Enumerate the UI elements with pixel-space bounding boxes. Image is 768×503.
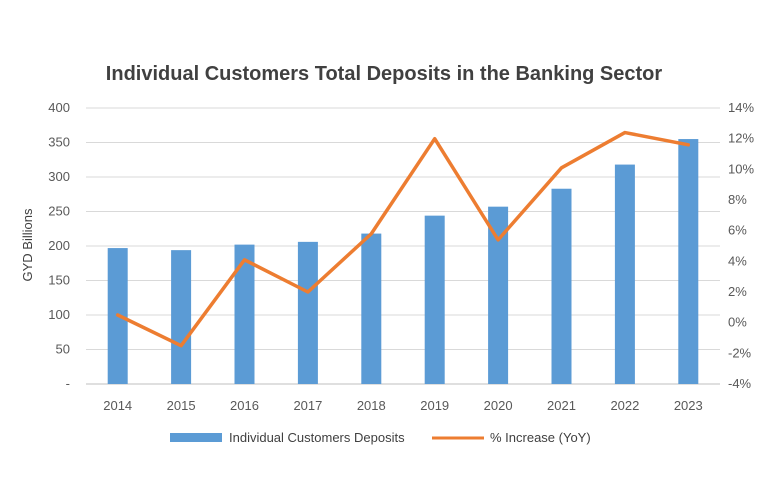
x-tick-label: 2022 (610, 398, 639, 413)
y-axis-title: GYD Billions (20, 208, 35, 281)
line-series (115, 130, 691, 348)
bar (297, 241, 318, 384)
y2-tick-label: 2% (728, 284, 747, 299)
y-tick-label: 100 (48, 307, 70, 322)
x-tick-label: 2014 (103, 398, 132, 413)
y2-axis-ticks: -4% -2% 0% 2% 4% 6% 8% 10% 12% 14% (728, 100, 754, 391)
x-tick-label: 2021 (547, 398, 576, 413)
bar (614, 164, 635, 384)
x-tick-label: 2018 (357, 398, 386, 413)
y2-tick-label: -2% (728, 345, 752, 360)
x-tick-label: 2020 (484, 398, 513, 413)
x-axis-ticks: 2014 2015 2016 2017 2018 2019 2020 2021 2022 2023 (103, 398, 703, 413)
gridlines (86, 107, 720, 385)
bar (488, 206, 509, 384)
x-tick-label: 2015 (167, 398, 196, 413)
chart-title: Individual Customers Total Deposits in t… (106, 63, 663, 85)
y-tick-label: 200 (48, 238, 70, 253)
bar (234, 244, 255, 384)
y2-tick-label: 4% (728, 253, 747, 268)
legend-label-bars: Individual Customers Deposits (229, 430, 405, 445)
x-tick-label: 2019 (420, 398, 449, 413)
y-tick-label: 150 (48, 273, 70, 288)
y-axis-ticks: - 50 100 150 200 250 300 350 400 (48, 100, 70, 391)
x-tick-label: 2023 (674, 398, 703, 413)
legend: Individual Customers Deposits % Increase… (170, 430, 591, 445)
legend-label-line: % Increase (YoY) (490, 430, 591, 445)
y2-tick-label: 0% (728, 315, 747, 330)
y-tick-label: 250 (48, 204, 70, 219)
legend-swatch-bars (170, 433, 222, 442)
bar (361, 233, 382, 384)
bar (678, 139, 699, 384)
x-tick-label: 2017 (293, 398, 322, 413)
y-tick-label: - (66, 376, 70, 391)
y2-tick-label: 14% (728, 100, 754, 115)
y-tick-label: 400 (48, 100, 70, 115)
y2-tick-label: 12% (728, 131, 754, 146)
y2-tick-label: 6% (728, 223, 747, 238)
x-tick-label: 2016 (230, 398, 259, 413)
y-tick-label: 350 (48, 135, 70, 150)
y-tick-label: 300 (48, 169, 70, 184)
y2-tick-label: 10% (728, 161, 754, 176)
y2-tick-label: -4% (728, 376, 752, 391)
y2-tick-label: 8% (728, 192, 747, 207)
bar (424, 215, 445, 384)
bar (171, 250, 192, 384)
y-tick-label: 50 (56, 342, 70, 357)
line-series-path (115, 130, 691, 348)
bar-series (107, 139, 699, 384)
bar (551, 188, 572, 384)
